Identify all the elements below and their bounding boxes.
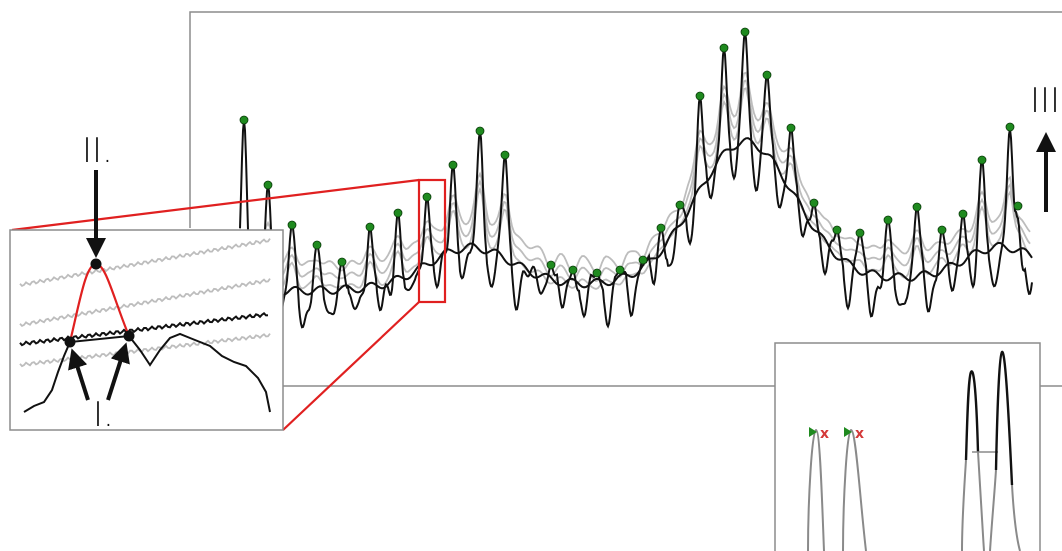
peak-marker-dot <box>695 91 705 101</box>
label-detected-peaks: I. <box>93 395 114 435</box>
trim-after-peak-1-gray-tail <box>977 451 985 551</box>
peak-marker-dot <box>1005 122 1015 132</box>
peak-markers <box>239 27 1023 278</box>
inset-signal-trace <box>23 332 271 413</box>
inset-peak-apex-dot <box>90 258 102 270</box>
trim-panel: x x <box>774 342 1041 551</box>
trim-start-marker-2 <box>844 427 852 437</box>
signal-trace <box>239 31 1033 338</box>
inset-peak-start-dot <box>64 336 76 348</box>
peak-marker-dot <box>912 202 922 212</box>
peak-marker-dot <box>422 192 432 202</box>
peak-marker-dot <box>615 265 625 275</box>
arrow-end <box>106 342 130 401</box>
label-iterate-up: III <box>1030 81 1060 121</box>
zoom-highlight-box <box>417 178 447 304</box>
envelope-trace <box>249 71 1031 275</box>
trim-before-peak-2 <box>842 428 867 551</box>
peak-marker-dot <box>448 160 458 170</box>
zoom-inset <box>9 229 284 431</box>
peak-marker-dot <box>832 225 842 235</box>
inset-envelope-lower <box>19 333 271 368</box>
trim-after-peak-2-gray <box>989 469 1021 551</box>
peak-marker-dot <box>475 126 485 136</box>
trim-start-marker-1 <box>809 427 817 437</box>
inset-envelope-mid <box>19 278 271 328</box>
trim-after-peak-1-black <box>964 370 980 461</box>
peak-marker-dot <box>809 198 819 208</box>
inset-envelope-upper <box>19 238 271 288</box>
peak-marker-dot <box>786 123 796 133</box>
peak-marker-dot <box>656 223 666 233</box>
trim-after-peak-1 <box>961 459 967 551</box>
peak-marker-dot <box>883 215 893 225</box>
label-peak-apex: II. <box>82 131 113 171</box>
peak-marker-dot <box>675 200 685 210</box>
peak-marker-dot <box>592 268 602 278</box>
trim-before-peak-1 <box>807 428 825 551</box>
peak-marker-dot <box>1013 201 1023 211</box>
envelope-trace <box>249 79 1031 283</box>
peak-marker-dot <box>337 257 347 267</box>
peak-marker-dot <box>740 27 750 37</box>
peak-marker-dot <box>762 70 772 80</box>
peak-marker-dot <box>937 225 947 235</box>
peak-marker-dot <box>719 43 729 53</box>
peak-marker-dot <box>500 150 510 160</box>
trim-after-peak-2-black <box>994 350 1014 486</box>
peak-marker-dot <box>568 265 578 275</box>
peak-marker-dot <box>287 220 297 230</box>
peak-marker-dot <box>365 222 375 232</box>
main-plot-frame <box>189 11 1062 387</box>
peak-marker-dot <box>312 240 322 250</box>
peak-marker-dot <box>263 180 273 190</box>
trim-end-marker-2: x <box>855 426 864 442</box>
inset-smoothed-line <box>19 311 269 347</box>
trim-end-marker-1: x <box>820 426 829 442</box>
peak-marker-dot <box>958 209 968 219</box>
peak-marker-dot <box>638 255 648 265</box>
arrow-start <box>68 348 90 401</box>
peak-marker-dot <box>393 208 403 218</box>
peak-marker-dot <box>855 228 865 238</box>
peak-marker-dot <box>239 115 249 125</box>
inset-peak-end-dot <box>123 330 135 342</box>
peak-marker-dot <box>546 260 556 270</box>
peak-marker-dot <box>977 155 987 165</box>
zoom-connectors <box>11 178 420 431</box>
